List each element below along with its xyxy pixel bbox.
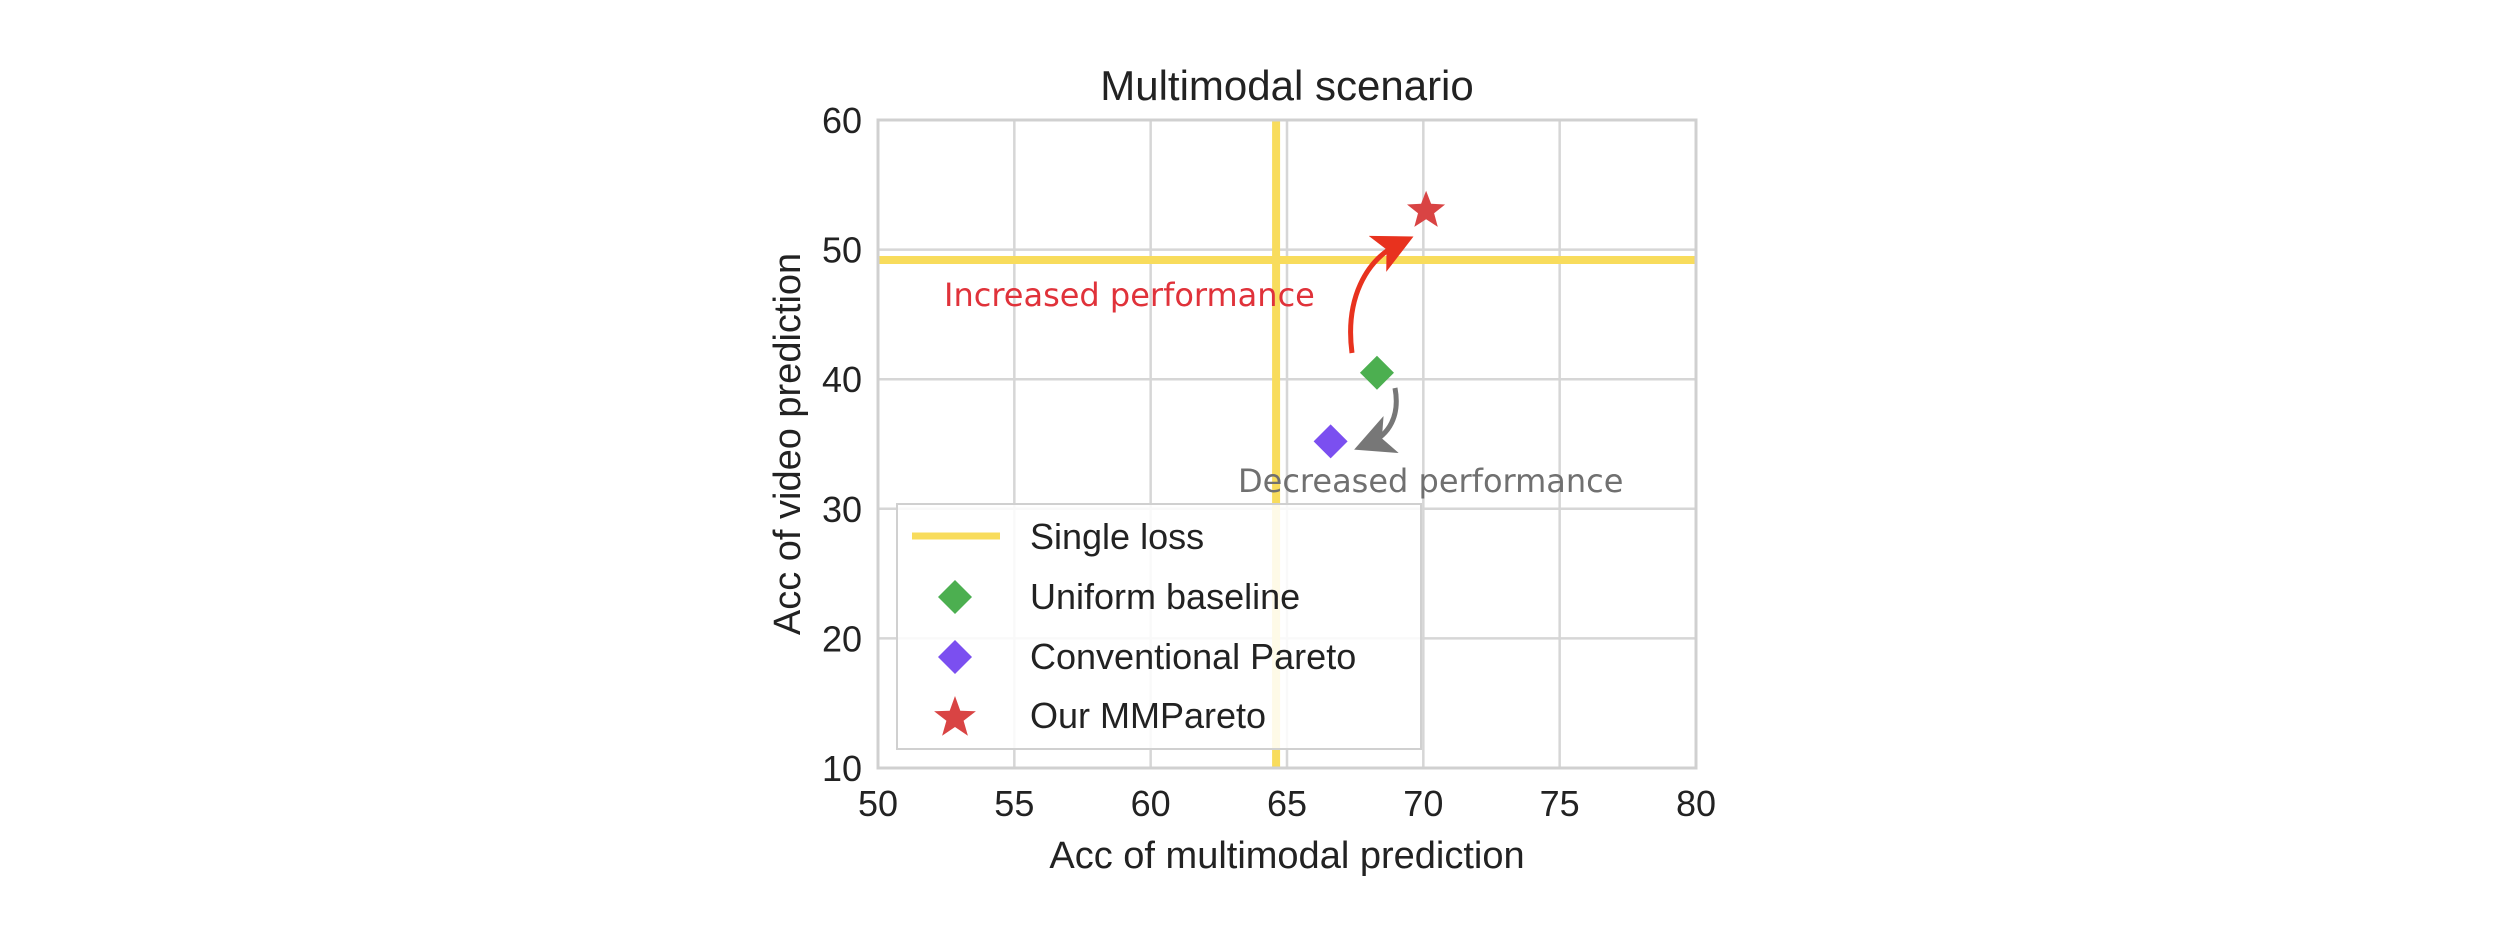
x-tick-label: 60 xyxy=(1131,783,1171,824)
chart-title: Multimodal scenario xyxy=(1100,62,1474,109)
legend-box xyxy=(896,503,1422,750)
x-tick-label: 50 xyxy=(858,783,898,824)
annotation-decreased: Decreased performance xyxy=(1238,462,1623,500)
point-uniform-baseline xyxy=(1359,355,1394,390)
y-tick-labels: 10 20 30 40 50 60 xyxy=(822,100,862,789)
legend-label-conventional-pareto: Conventional Pareto xyxy=(1030,636,1356,677)
legend-label-single-loss: Single loss xyxy=(1030,516,1204,557)
x-tick-label: 70 xyxy=(1403,783,1443,824)
y-tick-label: 10 xyxy=(822,748,862,789)
legend-swatch-uniform-baseline xyxy=(938,580,972,614)
data-points xyxy=(1313,190,1446,459)
x-tick-label: 55 xyxy=(994,783,1034,824)
decrease-arrow xyxy=(1354,387,1399,454)
legend-swatch-our-mmpareto xyxy=(934,696,976,736)
plot-frame xyxy=(876,118,1698,770)
y-tick-label: 50 xyxy=(822,230,862,271)
y-tick-label: 60 xyxy=(822,100,862,141)
x-tick-label: 80 xyxy=(1676,783,1716,824)
legend-swatch-conventional-pareto xyxy=(938,640,972,674)
annotation-increased: Increased performance xyxy=(944,276,1315,314)
increase-arrow xyxy=(1348,235,1414,354)
point-our-mmpareto xyxy=(1407,190,1446,227)
y-tick-label: 30 xyxy=(822,489,862,530)
legend-label-our-mmpareto: Our MMPareto xyxy=(1030,695,1266,736)
point-conventional-pareto xyxy=(1313,424,1348,459)
y-axis-label: Acc of video prediction xyxy=(767,253,809,635)
legend: Single loss Uniform baseline Conventiona… xyxy=(896,503,1422,750)
legend-label-uniform-baseline: Uniform baseline xyxy=(1030,576,1300,617)
x-tick-label: 65 xyxy=(1267,783,1307,824)
y-tick-label: 40 xyxy=(822,359,862,400)
y-tick-label: 20 xyxy=(822,618,862,659)
x-tick-label: 75 xyxy=(1540,783,1580,824)
x-tick-labels: 50 55 60 65 70 75 80 xyxy=(858,783,1716,824)
x-axis-label: Acc of multimodal prediction xyxy=(1049,835,1524,877)
